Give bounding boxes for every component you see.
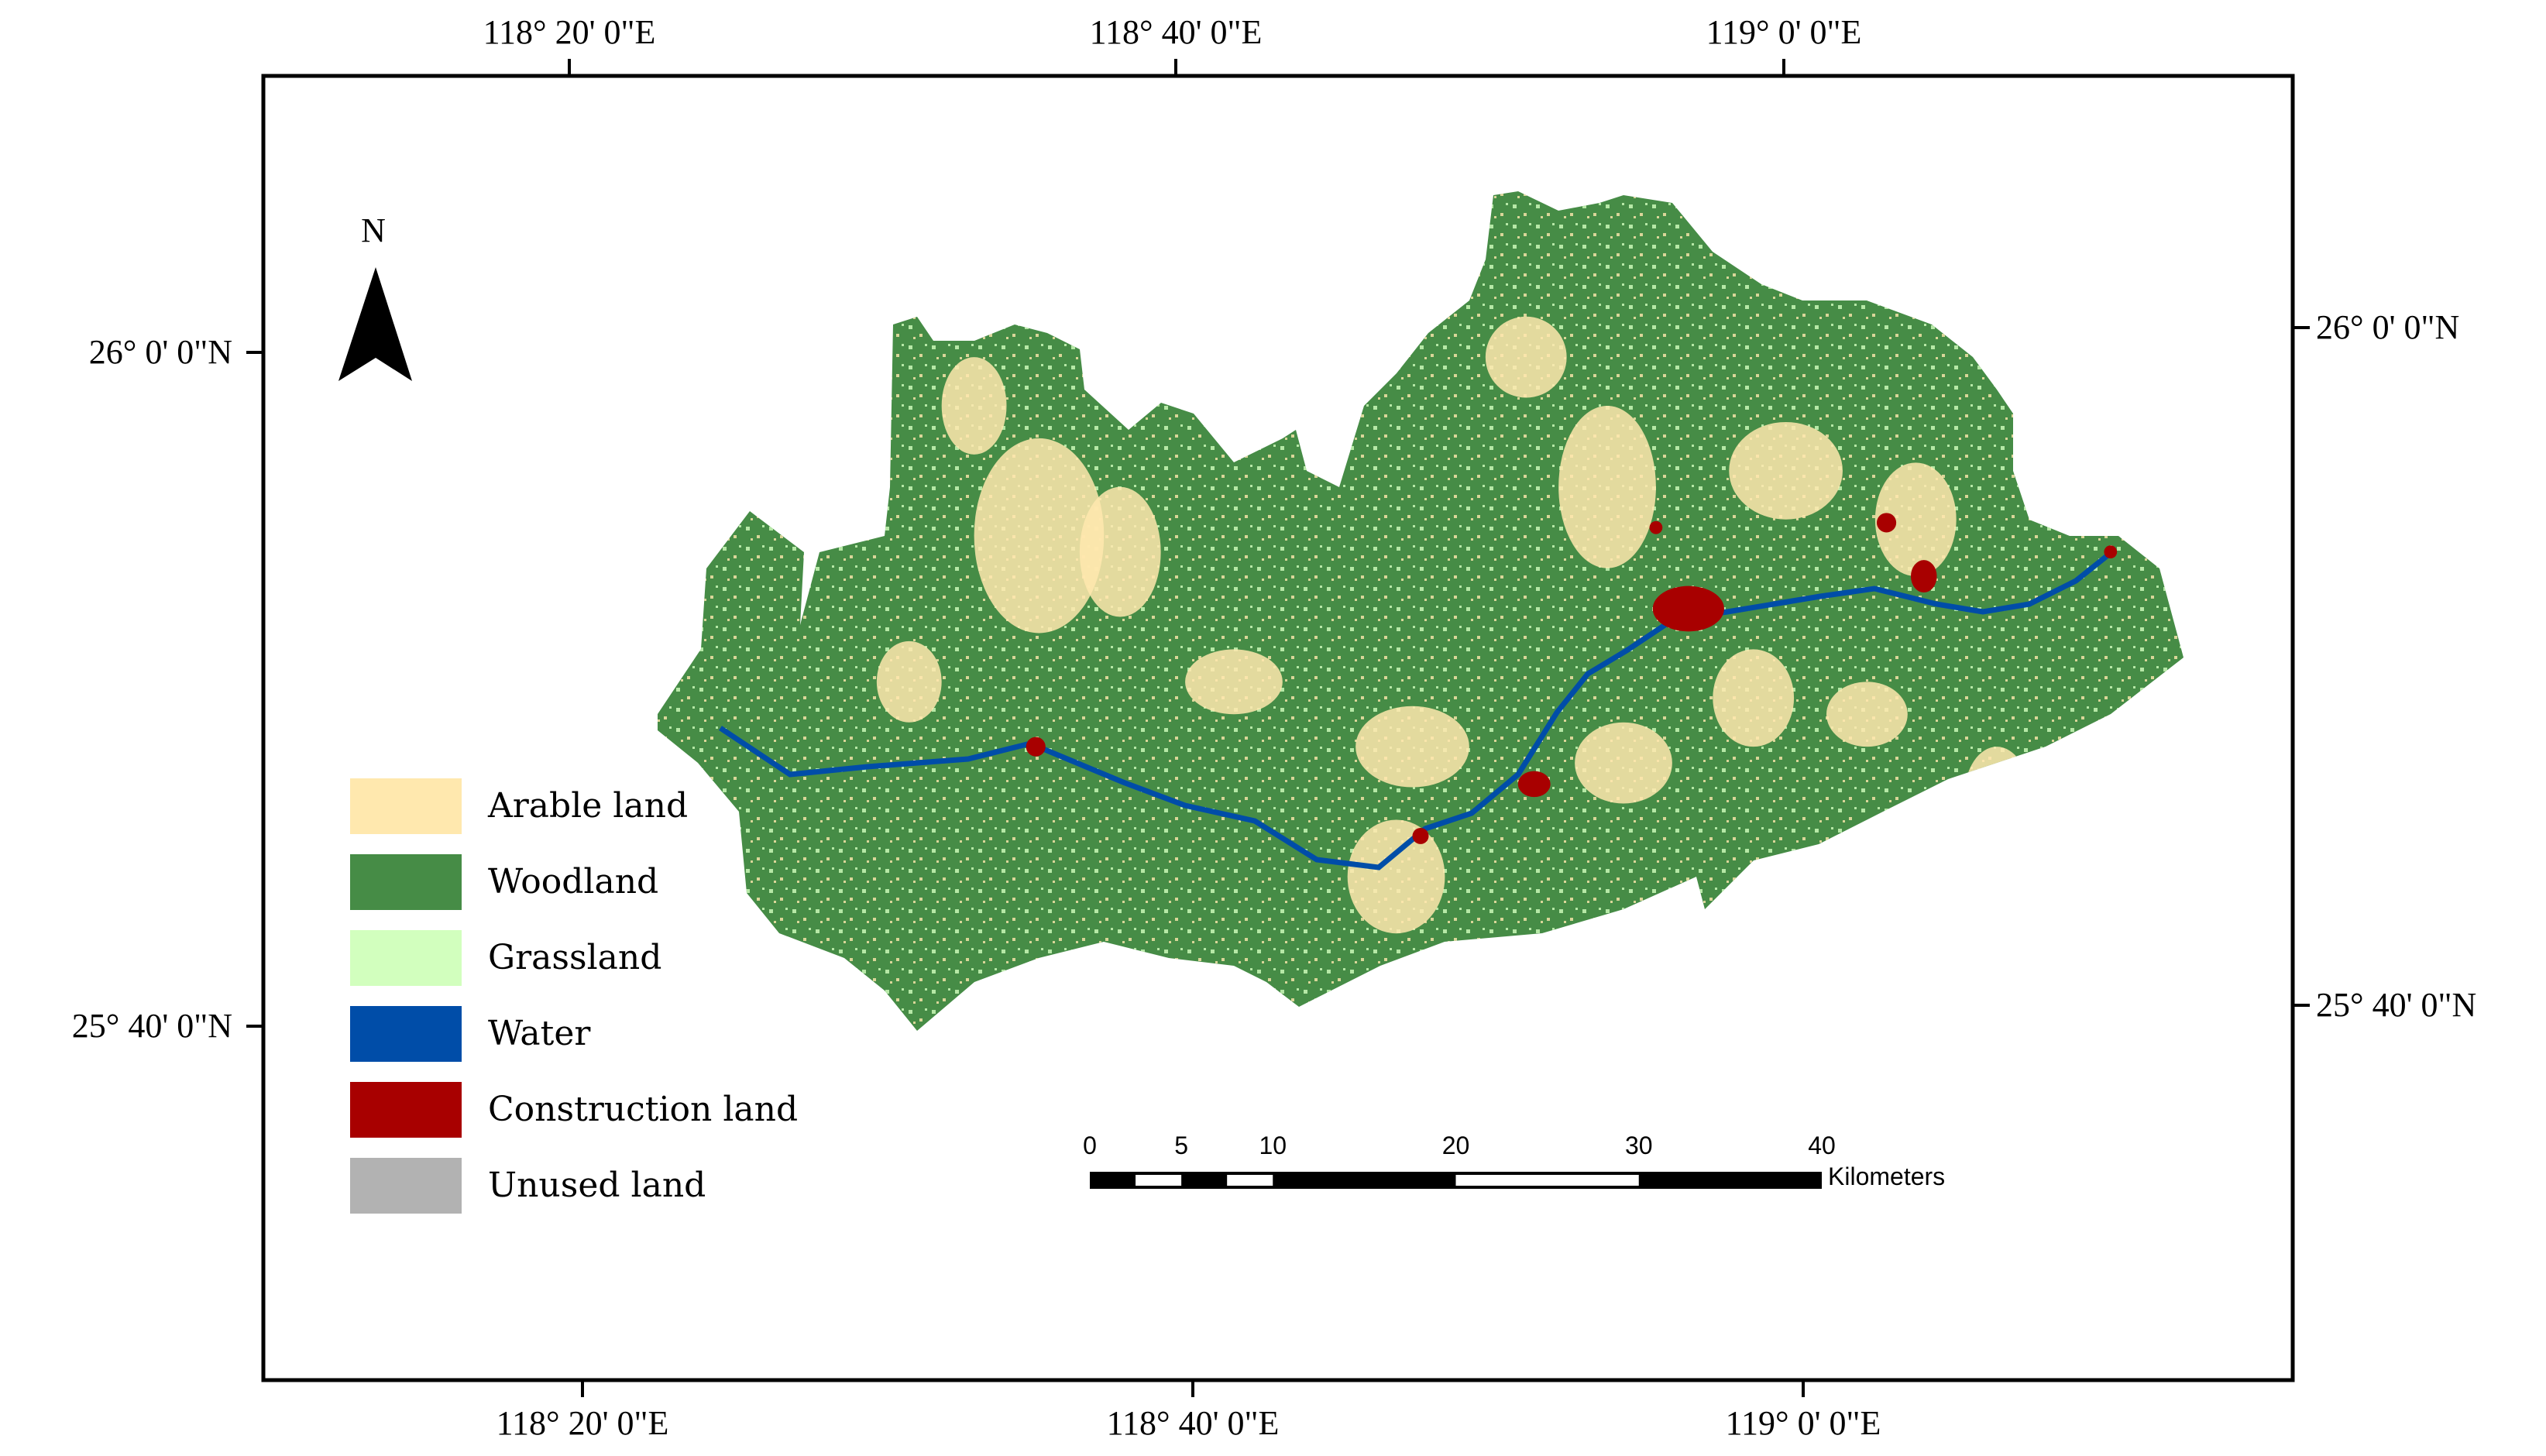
arable-patch: [1713, 649, 1795, 747]
construction-patch: [1652, 585, 1724, 632]
arable-patch: [941, 357, 1007, 455]
legend-swatch: [350, 854, 462, 910]
construction-patch: [1876, 513, 1897, 533]
legend-swatch: [350, 930, 462, 986]
bottom-axis-label: 118° 20' 0"E: [496, 1404, 669, 1442]
top-axis-label: 119° 0' 0"E: [1706, 13, 1862, 51]
arable-patch: [1826, 682, 1908, 747]
legend-swatch: [350, 1006, 462, 1062]
scale-tick-label: 10: [1259, 1131, 1287, 1159]
construction-patch: [1910, 560, 1937, 593]
arable-patch: [1874, 462, 1957, 577]
scale-bar-segment: [1455, 1175, 1639, 1186]
scale-bar-segment: [1136, 1175, 1182, 1186]
construction-patch: [1649, 520, 1663, 534]
scale-tick-label: 40: [1808, 1131, 1836, 1159]
legend-label: Grassland: [488, 938, 661, 977]
top-axis-label: 118° 40' 0"E: [1090, 13, 1263, 51]
right-axis-label: 25° 40' 0"N: [2316, 986, 2476, 1024]
legend: Arable land Woodland Grassland Water Constru…: [350, 778, 798, 1214]
bottom-axis-label: 119° 0' 0"E: [1726, 1404, 1881, 1442]
arable-patch: [1347, 819, 1445, 934]
legend-label: Construction land: [488, 1090, 798, 1129]
scale-tick-label: 0: [1083, 1131, 1097, 1159]
left-axis-label: 25° 40' 0"N: [72, 1007, 232, 1045]
construction-patch: [2104, 545, 2118, 559]
construction-patch: [1026, 737, 1046, 757]
map-frame: [261, 74, 2295, 1382]
right-axis-label: 26° 0' 0"N: [2316, 308, 2459, 346]
construction-patch: [1412, 827, 1429, 844]
arable-patch: [1485, 316, 1567, 398]
legend-label: Woodland: [488, 862, 658, 901]
legend-label: Unused land: [488, 1166, 706, 1205]
arable-patch: [1185, 649, 1283, 715]
arable-patch: [1729, 421, 1843, 520]
scale-tick-label: 30: [1625, 1131, 1653, 1159]
north-arrow: N: [338, 211, 412, 381]
north-arrow-icon: [338, 267, 412, 381]
coordinate-grid-labels: 118° 20' 0"E 118° 40' 0"E 119° 0' 0"E 118° …: [72, 13, 2477, 1442]
arable-patch: [974, 438, 1105, 634]
legend-swatch: [350, 778, 462, 834]
scale-tick-label: 5: [1174, 1131, 1188, 1159]
mixed-landuse-texture: [658, 191, 2184, 1031]
legend-label: Water: [488, 1014, 591, 1053]
scale-tick-label: 20: [1442, 1131, 1470, 1159]
arable-patch: [1558, 406, 1656, 568]
arable-patch: [1079, 486, 1161, 617]
arable-land-patches: [876, 316, 2030, 934]
north-label: N: [361, 211, 386, 249]
legend-swatch: [350, 1158, 462, 1214]
scale-bar: 0 5 10 20 30 40 Kilometers: [1083, 1131, 1945, 1190]
scale-bar-segment: [1227, 1175, 1273, 1186]
legend-label: Arable land: [487, 786, 688, 826]
arable-patch: [1964, 747, 2030, 844]
construction-land-patches: [1026, 513, 2118, 844]
river: [719, 548, 2117, 871]
bottom-axis-label: 118° 40' 0"E: [1107, 1404, 1280, 1442]
construction-patch: [1517, 771, 1551, 798]
legend-swatch: [350, 1082, 462, 1138]
study-region: [658, 191, 2184, 1031]
scale-unit-label: Kilometers: [1828, 1162, 1945, 1190]
top-axis-label: 118° 20' 0"E: [483, 13, 656, 51]
left-axis-label: 26° 0' 0"N: [89, 333, 232, 371]
arable-patch: [1355, 706, 1469, 788]
arable-patch: [876, 640, 942, 723]
arable-patch: [1575, 722, 1672, 804]
